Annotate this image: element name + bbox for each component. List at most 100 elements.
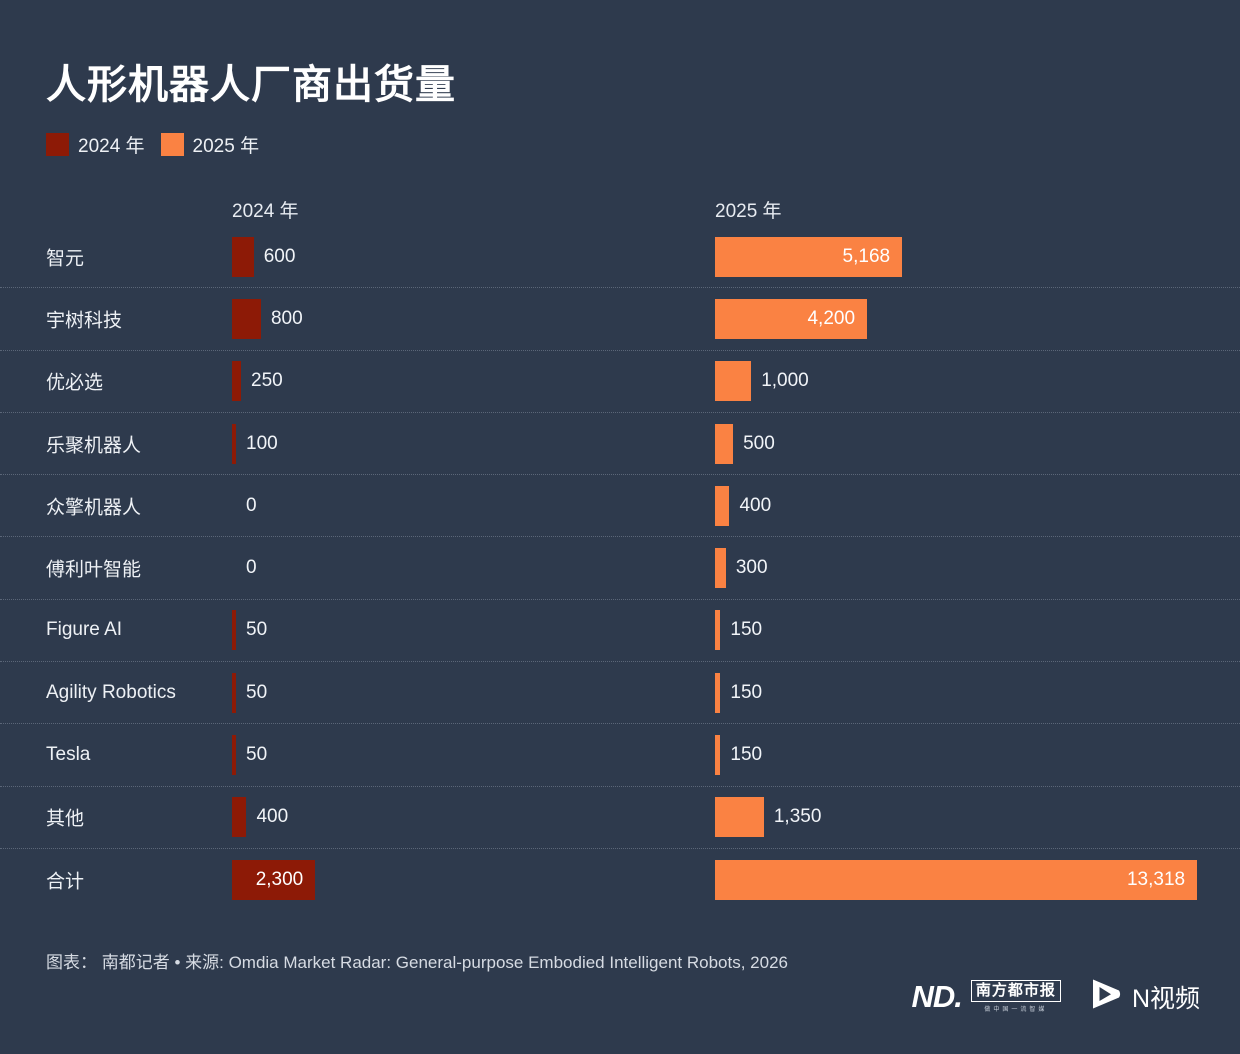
bar-wrapper bbox=[715, 797, 764, 838]
page-title: 人形机器人厂商出货量 bbox=[46, 63, 456, 107]
chart-footnote: 图表： 南都记者 • 来源: Omdia Market Radar: Gener… bbox=[46, 953, 788, 972]
bar-group-2025: 150 bbox=[715, 672, 763, 713]
bar-value-label: 100 bbox=[246, 432, 278, 454]
play-triangle-icon bbox=[1087, 975, 1125, 1018]
legend-label: 2025 年 bbox=[192, 136, 260, 157]
bar-value-label: 250 bbox=[251, 370, 283, 392]
bar-wrapper bbox=[715, 485, 730, 526]
bar-2025[interactable] bbox=[715, 298, 868, 339]
bar-value-label: 13,318 bbox=[1126, 869, 1186, 891]
nvideo-logo: N视频 bbox=[1087, 975, 1200, 1018]
bar-group-2025: 4,200 bbox=[715, 298, 868, 339]
nvideo-label: N视频 bbox=[1131, 984, 1200, 1013]
bar-wrapper bbox=[232, 672, 236, 713]
bar-value-label: 0 bbox=[246, 557, 257, 579]
bar-2025[interactable] bbox=[715, 423, 734, 464]
bar-value-label: 50 bbox=[246, 681, 268, 703]
bar-group-2025: 500 bbox=[715, 423, 775, 464]
bar-2025[interactable] bbox=[715, 236, 903, 277]
bar-2024[interactable] bbox=[232, 610, 236, 651]
bar-wrapper bbox=[232, 797, 247, 838]
chart-row: 智元 600 5,168 bbox=[0, 226, 1240, 289]
nandu-chinese-lockup: 南方都市报 做中国一流智媒 bbox=[970, 980, 1061, 1013]
row-category-label: 众擎机器人 bbox=[46, 497, 142, 519]
bar-group-2024: 50 bbox=[232, 672, 268, 713]
bar-group-2024: 250 bbox=[232, 361, 283, 402]
nandu-tagline-label: 做中国一流智媒 bbox=[984, 1006, 1048, 1013]
bar-value-label: 1,000 bbox=[761, 370, 809, 392]
chart-row: 乐聚机器人 100 500 bbox=[0, 413, 1240, 476]
chart-row: 合计 2,300 13,318 bbox=[0, 849, 1240, 911]
bar-value-label: 300 bbox=[735, 557, 768, 579]
bar-2025[interactable] bbox=[715, 797, 764, 838]
legend-item[interactable]: 2025 年 bbox=[160, 131, 260, 158]
row-category-label: 傅利叶智能 bbox=[46, 559, 142, 581]
bar-value-label: 150 bbox=[730, 744, 763, 766]
bar-group-2025: 400 bbox=[715, 485, 772, 526]
bar-2025[interactable] bbox=[715, 485, 730, 526]
bar-2024[interactable] bbox=[232, 735, 236, 776]
bar-wrapper bbox=[232, 610, 236, 651]
bar-value-label: 150 bbox=[730, 619, 763, 641]
column-header-2024: 2024 年 bbox=[232, 201, 299, 222]
bar-wrapper bbox=[232, 423, 236, 464]
bar-2024[interactable] bbox=[232, 361, 242, 402]
bar-value-label: 1,350 bbox=[773, 806, 822, 828]
bar-group-2025: 1,350 bbox=[715, 797, 822, 838]
bar-value-label: 400 bbox=[739, 494, 772, 516]
bar-2025[interactable] bbox=[715, 361, 752, 402]
bar-group-2024: 100 bbox=[232, 423, 278, 464]
bar-value-label: 50 bbox=[246, 744, 268, 766]
bar-value-label: 400 bbox=[256, 806, 289, 828]
bar-2025[interactable] bbox=[715, 548, 726, 589]
bar-group-2025: 150 bbox=[715, 735, 763, 776]
bar-value-label: 150 bbox=[730, 681, 763, 703]
column-header-2025: 2025 年 bbox=[715, 201, 782, 222]
bar-2025[interactable] bbox=[715, 860, 1198, 901]
bar-value-label: 800 bbox=[270, 307, 303, 329]
bar-2024[interactable] bbox=[232, 423, 236, 464]
bar-wrapper: 13,318 bbox=[715, 860, 1198, 901]
bar-group-2025: 150 bbox=[715, 610, 763, 651]
bar-2025[interactable] bbox=[715, 735, 721, 776]
bar-wrapper bbox=[232, 298, 261, 339]
row-category-label: Agility Robotics bbox=[46, 681, 176, 703]
bar-value-label: 5,168 bbox=[842, 245, 891, 267]
row-category-label: 宇树科技 bbox=[46, 310, 123, 332]
bar-wrapper bbox=[715, 672, 721, 713]
bar-wrapper bbox=[715, 610, 721, 651]
bar-wrapper: 5,168 bbox=[715, 236, 903, 277]
bar-group-2024: 0 bbox=[232, 548, 257, 588]
row-category-label: 乐聚机器人 bbox=[46, 435, 142, 457]
bar-2025[interactable] bbox=[715, 610, 721, 651]
bar-wrapper: 4,200 bbox=[715, 298, 868, 339]
bar-value-label: 0 bbox=[246, 494, 257, 516]
bar-group-2025: 1,000 bbox=[715, 361, 809, 402]
bar-group-2024: 400 bbox=[232, 797, 289, 838]
legend-swatch-icon bbox=[46, 133, 69, 156]
nandu-name-label: 南方都市报 bbox=[970, 980, 1061, 1002]
bar-value-label: 4,200 bbox=[807, 307, 856, 329]
bar-2024[interactable] bbox=[232, 298, 261, 339]
row-category-label: 优必选 bbox=[46, 372, 104, 394]
chart-rows: 智元 600 5,168 宇树科技 800 4,200 优必选 250 1,000 乐聚机器人 10… bbox=[0, 226, 1240, 911]
bar-2025[interactable] bbox=[715, 672, 721, 713]
chart-row: Agility Robotics 50 150 bbox=[0, 662, 1240, 725]
bar-2024[interactable] bbox=[232, 672, 236, 713]
logo-group: ND. 南方都市报 做中国一流智媒 N视频 bbox=[912, 975, 1200, 1018]
column-headers: 2024 年 2025 年 bbox=[0, 196, 1240, 222]
bar-wrapper bbox=[715, 548, 726, 589]
chart-row: Tesla 50 150 bbox=[0, 724, 1240, 787]
bar-2024[interactable] bbox=[232, 860, 316, 901]
bar-2024[interactable] bbox=[232, 797, 247, 838]
bar-2024[interactable] bbox=[232, 236, 254, 277]
row-category-label: 合计 bbox=[46, 871, 85, 893]
legend-item[interactable]: 2024 年 bbox=[46, 131, 145, 158]
bar-group-2025: 13,318 bbox=[715, 860, 1198, 901]
chart-row: 众擎机器人 0 400 bbox=[0, 475, 1240, 538]
bar-group-2024: 0 bbox=[232, 486, 257, 526]
nandu-logo: ND. 南方都市报 做中国一流智媒 bbox=[912, 980, 1061, 1013]
bar-group-2024: 2,300 bbox=[232, 860, 316, 901]
bar-value-label: 600 bbox=[263, 245, 296, 267]
